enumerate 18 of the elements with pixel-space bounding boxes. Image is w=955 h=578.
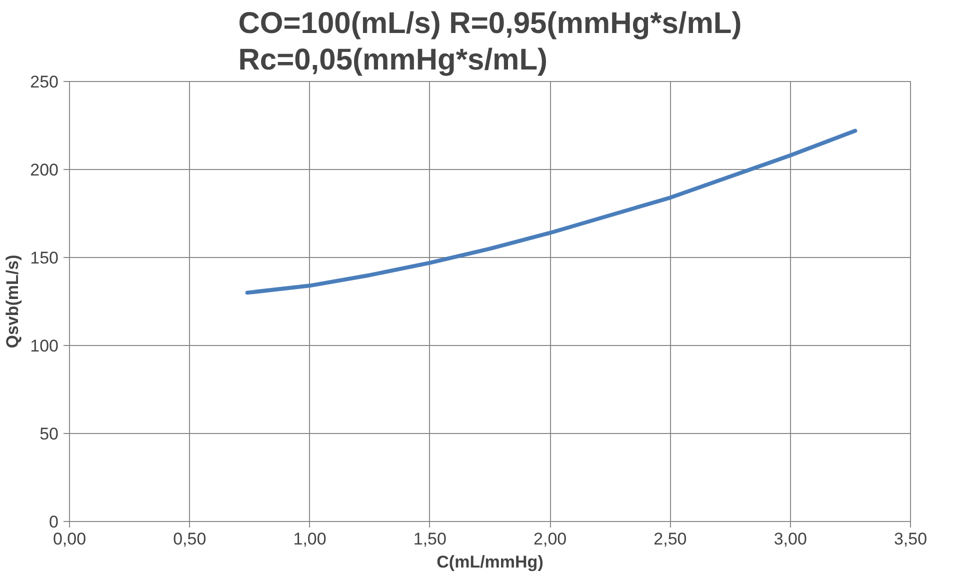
y-tick-label: 250 [30,72,59,92]
x-tick-label: 2,00 [534,530,567,548]
y-axis-title: Qsvb(mL/s) [3,254,22,348]
x-tick-label: 1,00 [293,530,326,548]
y-tick-label: 50 [40,424,59,444]
y-tick-label: 0 [49,512,59,532]
chart-title: CO=100(mL/s) R=0,95(mmHg*s/mL) Rc=0,05(mmHg*s/mL) [238,7,742,76]
x-tick-label: 1,50 [413,530,446,548]
y-tick-label: 100 [30,336,59,356]
x-tick-label: 0,00 [52,530,86,548]
line-series [245,128,858,295]
x-axis-title: C(mL/mmHg) [436,552,544,572]
y-tick-label: 150 [30,248,59,268]
x-tick-label: 0,50 [173,530,206,548]
x-tick-label: 3,00 [774,530,807,548]
x-tick-label: 2,50 [654,530,687,548]
y-tick-label: 200 [30,160,59,180]
x-tick-label: 3,50 [894,530,928,548]
